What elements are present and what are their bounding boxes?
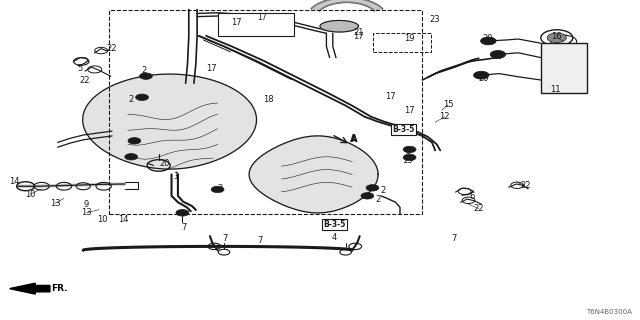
Text: 14: 14 [118, 215, 128, 224]
Text: 16: 16 [552, 32, 562, 41]
Circle shape [490, 51, 506, 58]
Text: 17: 17 [232, 18, 242, 27]
Text: 4: 4 [332, 233, 337, 242]
Text: 15: 15 [443, 100, 453, 109]
Polygon shape [83, 74, 257, 169]
Text: 8: 8 [405, 147, 410, 156]
Text: 11: 11 [550, 85, 561, 94]
Bar [218, 13, 294, 36]
Text: 7: 7 [258, 236, 263, 245]
Text: 13: 13 [50, 199, 60, 208]
Circle shape [361, 193, 374, 199]
Text: 10: 10 [25, 190, 35, 199]
Text: 13: 13 [403, 156, 413, 164]
Text: A: A [350, 134, 358, 144]
Polygon shape [249, 136, 378, 213]
Text: FR.: FR. [51, 284, 67, 293]
Circle shape [125, 154, 138, 160]
Bar [541, 43, 587, 93]
Text: 3: 3 [173, 172, 179, 181]
Text: A: A [351, 135, 357, 144]
Circle shape [211, 186, 224, 193]
Circle shape [547, 33, 566, 43]
Circle shape [366, 185, 379, 191]
Circle shape [128, 138, 141, 144]
Circle shape [474, 71, 489, 79]
Text: 20: 20 [479, 74, 489, 83]
Text: 2: 2 [217, 184, 222, 193]
Text: 2: 2 [129, 95, 134, 104]
Text: 22: 22 [80, 76, 90, 84]
Bar [109, 10, 422, 214]
Circle shape [403, 154, 416, 161]
Text: 22: 22 [474, 204, 484, 213]
Text: 19: 19 [404, 34, 415, 43]
Text: 2: 2 [141, 66, 147, 75]
Circle shape [140, 73, 152, 79]
Text: 17: 17 [353, 32, 364, 41]
Text: 17: 17 [257, 13, 268, 22]
Text: 6: 6 [470, 192, 475, 201]
Circle shape [176, 210, 189, 216]
Text: 13: 13 [81, 208, 92, 217]
Circle shape [403, 146, 416, 153]
Text: 17: 17 [404, 106, 415, 115]
Text: 7: 7 [223, 234, 228, 243]
Polygon shape [312, 0, 382, 11]
Text: 22: 22 [521, 181, 531, 190]
Text: B-3-5: B-3-5 [324, 220, 346, 229]
Text: 2: 2 [380, 186, 385, 195]
Text: 17: 17 [385, 92, 396, 100]
Bar [373, 33, 431, 52]
Text: 20: 20 [483, 34, 493, 43]
Text: 17: 17 [206, 64, 216, 73]
Text: B-3-5: B-3-5 [392, 125, 414, 134]
Text: 22: 22 [107, 44, 117, 52]
Text: 9: 9 [84, 200, 89, 209]
Circle shape [136, 94, 148, 100]
Text: 21: 21 [353, 28, 364, 36]
Text: 7: 7 [452, 234, 457, 243]
Text: T6N4B0300A: T6N4B0300A [586, 309, 632, 315]
Text: 18: 18 [264, 95, 274, 104]
Text: 2: 2 [375, 195, 380, 204]
Text: 10: 10 [97, 215, 108, 224]
Circle shape [481, 37, 496, 45]
Text: 5: 5 [77, 64, 83, 73]
Text: 14: 14 [9, 177, 19, 186]
Text: 12: 12 [440, 112, 450, 121]
Text: 20: 20 [160, 159, 170, 168]
Text: 20: 20 [493, 52, 503, 60]
Polygon shape [10, 283, 50, 294]
Text: 23: 23 [430, 15, 440, 24]
Text: 7: 7 [181, 223, 186, 232]
Polygon shape [320, 20, 358, 32]
